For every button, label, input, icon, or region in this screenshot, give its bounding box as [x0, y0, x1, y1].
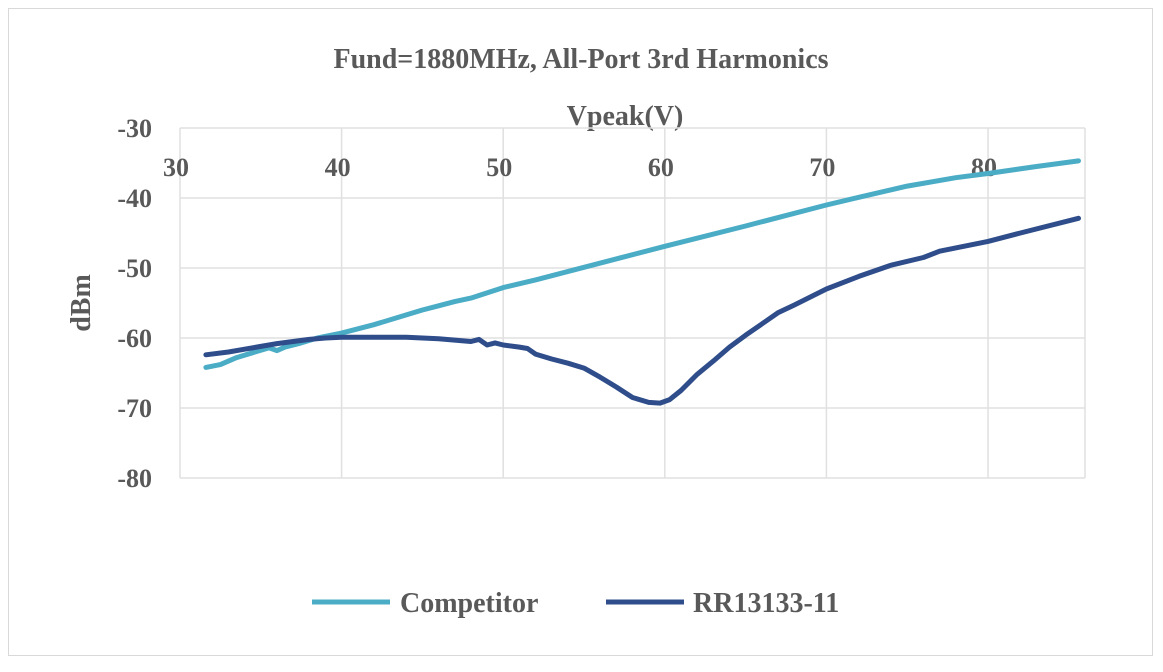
x-tick-label: 60 [648, 153, 674, 182]
x-tick-label: 70 [809, 153, 835, 182]
y-tick-label: -60 [117, 324, 152, 353]
series-line-2 [203, 215, 1081, 406]
y-tick-label: -30 [117, 114, 152, 143]
chart-frame [8, 8, 1153, 656]
legend-label: Competitor [400, 588, 538, 619]
legend-label: RR13133-11 [693, 588, 839, 619]
x-tick-label: 30 [163, 153, 189, 182]
y-axis-title: dBm [66, 274, 97, 332]
y-tick-label: -80 [117, 464, 152, 493]
y-tick-label: -40 [117, 184, 152, 213]
y-tick-label: -50 [117, 254, 152, 283]
x-axis-title: Vpeak(V) [567, 101, 684, 132]
x-tick-label: 50 [486, 153, 512, 182]
x-tick-label: 40 [325, 153, 351, 182]
series-line-1 [203, 158, 1081, 370]
y-tick-label: -70 [117, 394, 152, 423]
chart-title: Fund=1880MHz, All-Port 3rd Harmonics [333, 44, 828, 75]
